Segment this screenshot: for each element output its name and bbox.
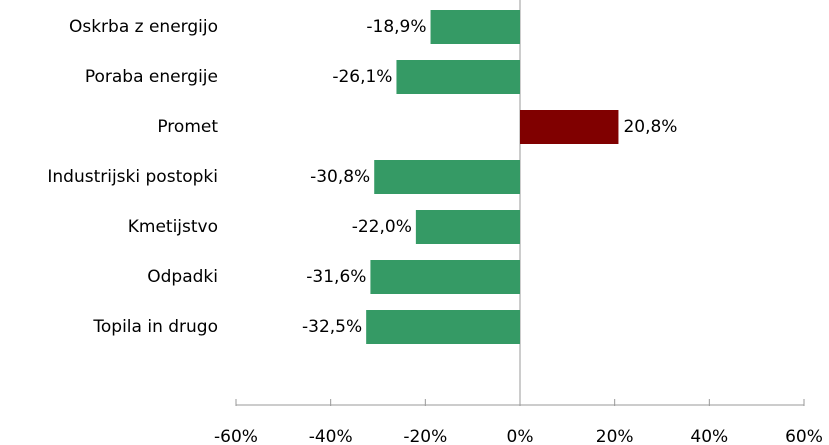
x-tick-label: -20% xyxy=(403,427,447,445)
value-label: -18,9% xyxy=(366,17,426,37)
category-label: Poraba energije xyxy=(85,67,218,87)
bar xyxy=(520,110,619,144)
value-label: -32,5% xyxy=(302,317,362,337)
category-label: Oskrba z energijo xyxy=(69,17,218,37)
bar xyxy=(430,10,520,44)
category-label: Topila in drugo xyxy=(92,317,218,337)
x-tick-label: -40% xyxy=(309,427,353,445)
value-label: 20,8% xyxy=(623,117,677,137)
bar xyxy=(370,260,520,294)
bar xyxy=(396,60,520,94)
x-tick-label: 0% xyxy=(507,427,534,445)
value-label: -26,1% xyxy=(332,67,392,87)
category-label: Odpadki xyxy=(147,267,218,287)
x-tick-label: 60% xyxy=(785,427,823,445)
bar xyxy=(374,160,520,194)
x-tick-label: 20% xyxy=(596,427,634,445)
bar xyxy=(415,210,520,244)
x-tick-label: -60% xyxy=(214,427,258,445)
value-label: -30,8% xyxy=(310,167,370,187)
category-label: Industrijski postopki xyxy=(47,167,218,187)
bar xyxy=(366,310,520,344)
x-tick-label: 40% xyxy=(690,427,728,445)
category-label: Promet xyxy=(157,117,218,137)
value-label: -22,0% xyxy=(352,217,412,237)
value-label: -31,6% xyxy=(306,267,366,287)
category-label: Kmetijstvo xyxy=(128,217,218,237)
